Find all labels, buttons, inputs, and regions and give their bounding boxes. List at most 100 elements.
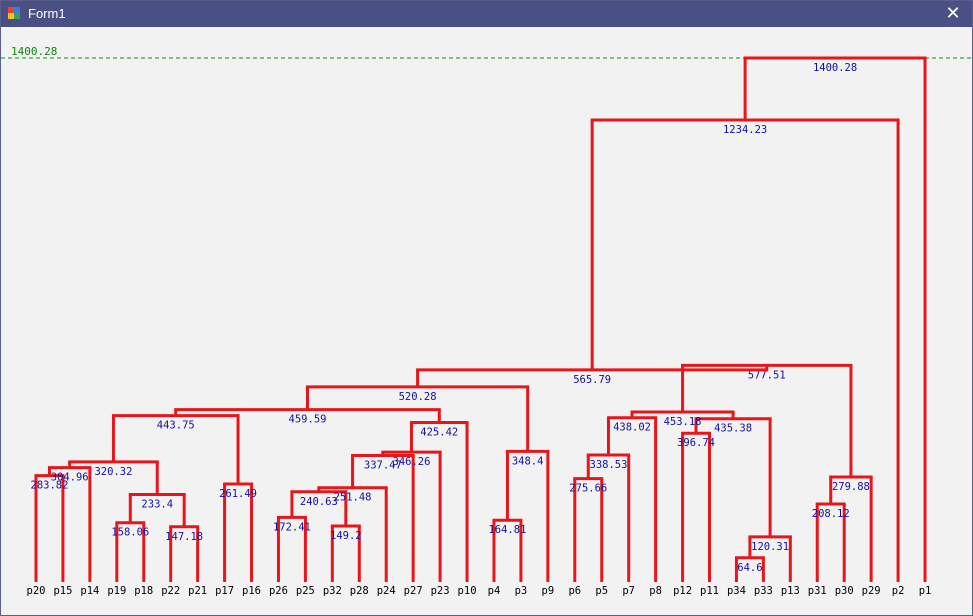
- dendrogram-merge: 283.82: [31, 474, 69, 582]
- dendrogram-merge: 348.4: [505, 449, 550, 582]
- app-icon: [8, 7, 20, 19]
- dendrogram-merge: 520.28: [306, 385, 530, 452]
- leaf-label: p31: [808, 585, 827, 597]
- dendrogram-merge: 172.41: [273, 515, 311, 582]
- leaf-label: p4: [488, 585, 501, 597]
- merge-height-label: 1400.28: [813, 62, 857, 74]
- leaf-label: p33: [754, 585, 773, 597]
- leaf-label: p20: [27, 585, 46, 597]
- merge-height-label: 425.42: [420, 426, 458, 438]
- leaf-label: p17: [215, 585, 234, 597]
- merge-height-label: 337.47: [364, 459, 402, 471]
- leaf-label: p30: [835, 585, 854, 597]
- leaf-label: p9: [542, 585, 555, 597]
- leaf-label: p21: [188, 585, 207, 597]
- dendrogram-merge: 346.26: [381, 450, 442, 582]
- dendrogram-merge: 337.47: [351, 453, 415, 582]
- merge-height-label: 279.88: [832, 481, 870, 493]
- dendrogram-merge: 64.6: [734, 556, 765, 582]
- merge-height-label: 283.82: [31, 480, 69, 492]
- merge-height-label: 459.59: [289, 414, 327, 426]
- merge-height-label: 346.26: [393, 456, 431, 468]
- dendrogram-merge: 149.2: [330, 524, 362, 582]
- dendrogram-merge: 233.4: [128, 492, 186, 527]
- merge-height-label: 147.18: [165, 531, 203, 543]
- leaf-label: p16: [242, 585, 261, 597]
- merge-height-label: 240.63: [300, 496, 338, 508]
- dendrogram-merge: 120.31: [748, 535, 792, 582]
- window-title: Form1: [28, 6, 66, 21]
- merge-height-label: 233.4: [141, 498, 173, 510]
- merge-height-label: 565.79: [573, 374, 611, 386]
- dendrogram-merge: 279.88: [829, 475, 873, 582]
- dendrogram-merge: 438.02: [606, 416, 658, 582]
- leaf-label: p5: [595, 585, 608, 597]
- leaf-label: p32: [323, 585, 342, 597]
- merge-height-label: 453.18: [664, 416, 702, 428]
- merge-height-label: 520.28: [399, 391, 437, 403]
- dendrogram-merge: 147.18: [165, 525, 203, 582]
- leaf-label: p8: [649, 585, 662, 597]
- merge-height-label: 438.02: [613, 422, 651, 434]
- merge-height-label: 1234.23: [723, 124, 767, 136]
- merge-height-label: 149.2: [330, 530, 362, 542]
- leaf-label: p10: [458, 585, 477, 597]
- leaf-label: p34: [727, 585, 746, 597]
- dendrogram-merge: 396.74: [677, 431, 715, 582]
- dendrogram-merge: 208.12: [812, 502, 850, 582]
- merge-height-label: 320.32: [94, 466, 132, 478]
- merge-height-label: 172.41: [273, 521, 311, 533]
- leaf-label: p3: [515, 585, 528, 597]
- leaf-label: p2: [892, 585, 905, 597]
- leaf-label: p26: [269, 585, 288, 597]
- leaf-label: p12: [673, 585, 692, 597]
- leaf-label: p27: [404, 585, 423, 597]
- merge-height-label: 435.38: [714, 423, 752, 435]
- dendrogram-merge: 304.96: [47, 466, 92, 582]
- merge-height-label: 164.81: [488, 524, 526, 536]
- title-bar[interactable]: Form1 ✕: [1, 1, 972, 27]
- dendrogram-merge: 1400.28: [743, 56, 927, 582]
- leaf-label: p15: [53, 585, 72, 597]
- leaf-label: p23: [431, 585, 450, 597]
- merge-height-label: 275.66: [569, 483, 607, 495]
- leaf-label: p19: [107, 585, 126, 597]
- merge-height-label: 304.96: [51, 472, 89, 484]
- leaf-label: p7: [622, 585, 635, 597]
- merge-height-label: 338.53: [590, 459, 628, 471]
- dendrogram-merge: 158.06: [111, 521, 149, 582]
- dendrogram-merge: 261.49: [219, 482, 257, 582]
- leaf-label: p13: [781, 585, 800, 597]
- close-icon[interactable]: ✕: [945, 3, 961, 24]
- merge-height-label: 120.31: [751, 541, 789, 553]
- dendrogram-merge: 164.81: [488, 518, 526, 582]
- leaf-label: p24: [377, 585, 396, 597]
- dendrogram-merge: 338.53: [586, 453, 631, 582]
- dendrogram-merge: 275.66: [569, 477, 607, 582]
- merge-height-label: 64.6: [737, 562, 762, 574]
- leaf-label: p28: [350, 585, 369, 597]
- dendrogram-merge: 251.48: [317, 486, 388, 582]
- dendrogram-merge: 1234.23: [590, 118, 900, 582]
- leaf-label: p1: [919, 585, 932, 597]
- leaf-label: p29: [862, 585, 881, 597]
- dendrogram-merge: 459.59: [174, 408, 441, 426]
- dendrogram-merge: 240.63: [290, 490, 348, 527]
- leaf-label: p14: [80, 585, 99, 597]
- leaf-label: p6: [568, 585, 581, 597]
- merge-height-label: 577.51: [748, 369, 786, 381]
- dendrogram-merge: 577.51: [681, 363, 853, 478]
- merge-height-label: 208.12: [812, 508, 850, 520]
- merge-height-label: 443.75: [157, 420, 195, 432]
- leaf-label: p22: [161, 585, 180, 597]
- merge-height-label: 261.49: [219, 488, 257, 500]
- merge-height-label: 158.06: [111, 527, 149, 539]
- merge-height-label: 251.48: [334, 492, 372, 504]
- leaf-label: p11: [700, 585, 719, 597]
- leaf-label: p25: [296, 585, 315, 597]
- merge-height-label: 396.74: [677, 437, 715, 449]
- merge-height-label: 348.4: [512, 455, 544, 467]
- dendrogram-merge: 425.42: [409, 420, 469, 582]
